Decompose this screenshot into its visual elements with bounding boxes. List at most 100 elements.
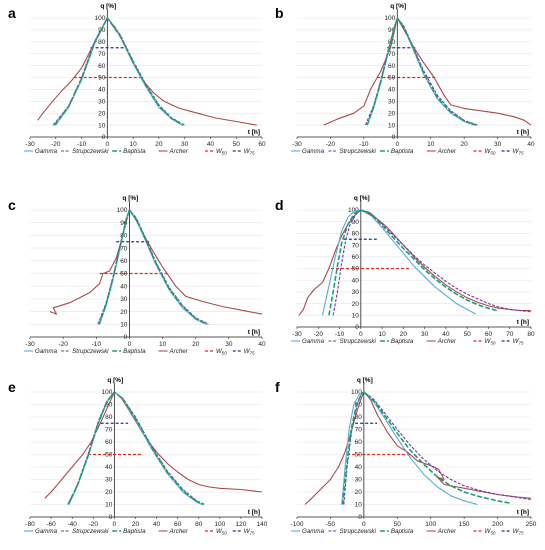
y-tick-label: 80 xyxy=(352,231,360,238)
y-tick-label: 50 xyxy=(98,75,106,82)
legend-label-w50: W50 xyxy=(485,148,496,156)
y-tick-label: 90 xyxy=(388,27,396,34)
x-tick-label: 80 xyxy=(527,331,535,338)
x-tick-label: 70 xyxy=(506,331,514,338)
panel-label: c xyxy=(8,197,16,213)
x-tick-label: -30 xyxy=(292,141,302,148)
x-tick-label: 20 xyxy=(400,331,408,338)
y-tick-label: 50 xyxy=(355,452,363,459)
y-tick-label: 60 xyxy=(105,439,113,446)
x-axis-title: t [h] xyxy=(248,329,260,336)
x-tick-label: 0 xyxy=(395,141,399,148)
y-tick-label: 10 xyxy=(105,502,113,509)
x-tick-label: 30 xyxy=(421,331,429,338)
y-tick-label: 50 xyxy=(352,266,360,273)
series-baptista xyxy=(98,209,208,326)
series-archer xyxy=(44,391,263,499)
y-tick-label: 100 xyxy=(117,207,128,214)
x-tick-label: 100 xyxy=(214,521,225,528)
x-axis-title: t [h] xyxy=(517,129,529,136)
y-tick-label: 60 xyxy=(355,439,363,446)
x-tick-label: 140 xyxy=(257,521,268,528)
x-tick-label: 30 xyxy=(494,141,502,148)
legend-label-w75: W75 xyxy=(244,148,255,156)
y-tick-label: 90 xyxy=(352,219,360,226)
x-tick-label: 150 xyxy=(459,521,470,528)
legend-label-strupczewski: Strupczewski xyxy=(72,148,109,155)
panel-label: b xyxy=(275,5,284,21)
legend-subscript: 50 xyxy=(490,341,496,346)
legend-label-baptista: Baptista xyxy=(391,148,414,155)
x-tick-label: -10 xyxy=(77,141,87,148)
x-tick-label: 200 xyxy=(492,521,503,528)
y-tick-label: 60 xyxy=(98,63,106,70)
y-tick-label: 30 xyxy=(105,477,113,484)
legend-label-baptista: Baptista xyxy=(391,338,414,345)
y-tick-label: 30 xyxy=(355,477,363,484)
legend-label-w75: W75 xyxy=(513,148,524,156)
y-tick-label: 90 xyxy=(98,27,106,34)
x-tick-label: -20 xyxy=(314,331,324,338)
legend-subscript: 50 xyxy=(222,351,228,356)
y-tick-label: 10 xyxy=(352,313,360,320)
legend-label-w75: W75 xyxy=(244,528,255,536)
x-tick-label: 0 xyxy=(106,141,110,148)
x-axis-title: t [h] xyxy=(517,319,529,326)
series-baptista xyxy=(328,209,498,316)
legend-label-gamma: Gamma xyxy=(35,348,58,355)
legend: Gamma Strupczewski Baptista Archer W50 W75 xyxy=(24,148,255,156)
legend: Gamma Strupczewski Baptista Archer W50 W75 xyxy=(291,148,524,156)
y-tick-label: 70 xyxy=(98,51,106,58)
y-tick-label: 30 xyxy=(98,99,106,106)
y-tick-label: 80 xyxy=(98,39,106,46)
series-strupczewski xyxy=(67,391,206,506)
y-tick-label: 0 xyxy=(109,514,113,521)
legend-label-gamma: Gamma xyxy=(302,528,325,535)
y-tick-label: 50 xyxy=(388,75,396,82)
x-tick-label: -50 xyxy=(326,521,336,528)
legend-label-w75: W75 xyxy=(513,338,524,346)
x-tick-label: 0 xyxy=(128,341,132,348)
x-tick-label: 30 xyxy=(225,341,233,348)
y-tick-label: 40 xyxy=(352,277,360,284)
legend-label-baptista: Baptista xyxy=(123,148,146,155)
y-tick-label: 60 xyxy=(120,258,128,265)
y-tick-label: 40 xyxy=(105,464,113,471)
x-tick-label: -30 xyxy=(25,141,35,148)
y-tick-label: 10 xyxy=(98,122,106,129)
legend-subscript: 50 xyxy=(490,531,496,536)
x-tick-label: -20 xyxy=(58,341,68,348)
legend: Gamma Strupczewski Baptista Archer W50 W75 xyxy=(24,348,255,356)
x-tick-label: 40 xyxy=(527,141,535,148)
x-tick-label: 10 xyxy=(378,331,386,338)
legend-subscript: 75 xyxy=(250,151,256,156)
legend-label-archer: Archer xyxy=(437,338,457,345)
panel-label: a xyxy=(8,5,16,21)
panel-c: c -30 -20 -10 0 10 20 30 40 0 10 20 30 40 50 60 70 80 90 10… xyxy=(8,195,266,356)
legend-subscript: 50 xyxy=(222,151,228,156)
x-tick-label: 20 xyxy=(155,141,163,148)
y-tick-label: 100 xyxy=(348,207,359,214)
legend-label-baptista: Baptista xyxy=(391,528,414,535)
x-tick-label: 0 xyxy=(113,521,117,528)
series-archer xyxy=(304,391,532,505)
legend-label-gamma: Gamma xyxy=(35,528,58,535)
legend-label-w50: W50 xyxy=(216,528,227,536)
y-tick-label: 70 xyxy=(105,427,113,434)
series-baptista xyxy=(67,391,205,506)
x-tick-label: 20 xyxy=(192,341,200,348)
y-tick-label: 30 xyxy=(120,296,128,303)
x-tick-label: 60 xyxy=(258,141,266,148)
y-tick-label: 40 xyxy=(355,464,363,471)
y-tick-label: 20 xyxy=(352,301,360,308)
legend-label-w50: W50 xyxy=(485,528,496,536)
legend: Gamma Strupczewski Baptista Archer W50 W75 xyxy=(291,338,524,346)
x-tick-label: 10 xyxy=(427,141,435,148)
legend-label-archer: Archer xyxy=(169,348,189,355)
y-tick-label: 10 xyxy=(388,122,396,129)
x-tick-label: 50 xyxy=(233,141,241,148)
legend-subscript: 75 xyxy=(518,341,524,346)
legend-label-gamma: Gamma xyxy=(35,148,58,155)
legend-label-w50: W50 xyxy=(485,338,496,346)
x-tick-label: 20 xyxy=(132,521,140,528)
